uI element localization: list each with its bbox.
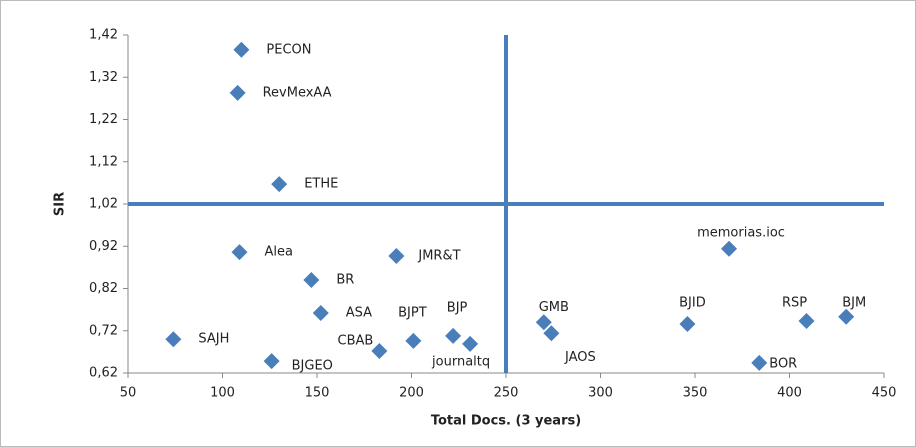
y-axis-title: SIR (53, 192, 68, 216)
x-axis-title: Total Docs. (3 years) (431, 414, 581, 429)
point (263, 353, 280, 370)
point (231, 244, 248, 261)
point (303, 272, 320, 289)
y-tick-label: 0,82 (89, 281, 118, 296)
point-label: BJGEO (292, 359, 333, 374)
point (165, 331, 182, 348)
point-label: CBAB (338, 334, 374, 349)
point-label: JAOS (564, 350, 596, 365)
point-label: JMR&T (417, 248, 460, 263)
x-tick-label: 50 (120, 386, 137, 401)
point (229, 84, 246, 101)
point-label: BOR (769, 356, 797, 371)
point (543, 325, 560, 342)
point (271, 176, 288, 193)
point-label: memorias.ioc (697, 225, 785, 240)
point (405, 332, 422, 349)
point (312, 305, 329, 322)
point (535, 314, 552, 331)
y-tick-label: 0,62 (89, 366, 118, 381)
point (388, 247, 405, 264)
y-tick-label: 1,42 (89, 28, 118, 43)
y-tick-label: 0,92 (89, 239, 118, 254)
point-label: PECON (266, 42, 311, 57)
point (233, 41, 250, 58)
point-label: BR (336, 273, 354, 288)
point-label: RSP (782, 296, 807, 311)
y-tick-label: 1,02 (89, 197, 118, 212)
point (462, 335, 479, 352)
point-label: BJM (842, 295, 866, 310)
point-label: BJID (679, 295, 706, 310)
point (838, 308, 855, 325)
y-tick-label: 0,72 (89, 323, 118, 338)
y-tick-label: 1,12 (89, 154, 118, 169)
x-tick-label: 350 (683, 386, 708, 401)
point (721, 240, 738, 257)
x-tick-label: 300 (588, 386, 613, 401)
point (371, 343, 388, 360)
point-label: BJP (447, 300, 468, 315)
x-tick-label: 200 (399, 386, 424, 401)
x-tick-label: 100 (210, 386, 235, 401)
x-tick-label: 450 (872, 386, 897, 401)
point-label: BJPT (398, 305, 427, 320)
x-tick-label: 400 (777, 386, 802, 401)
point (445, 327, 462, 344)
point-label: GMB (539, 300, 569, 315)
y-tick-label: 1,22 (89, 112, 118, 127)
point-label: journaltq (431, 354, 490, 369)
point-label: RevMexAA (263, 85, 332, 100)
point-label: Alea (265, 245, 293, 260)
point (679, 315, 696, 332)
point-label: ETHE (304, 177, 338, 192)
y-tick-label: 1,32 (89, 70, 118, 85)
point-label: ASA (346, 306, 372, 321)
point-label: SAJH (198, 332, 229, 347)
point (798, 313, 815, 330)
x-tick-label: 150 (305, 386, 330, 401)
x-tick-label: 250 (494, 386, 519, 401)
point (751, 354, 768, 371)
